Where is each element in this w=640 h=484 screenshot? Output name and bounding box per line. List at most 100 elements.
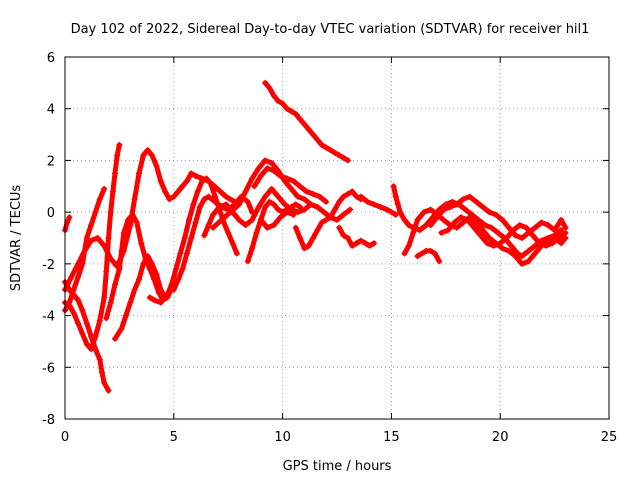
data-point	[83, 320, 90, 327]
data-point	[138, 240, 145, 247]
data-point	[288, 185, 295, 192]
data-point	[364, 198, 371, 205]
data-point	[105, 235, 112, 241]
data-point	[275, 206, 282, 213]
data-point	[101, 242, 108, 249]
data-point	[353, 240, 360, 247]
data-point	[484, 240, 491, 247]
x-tick-label: 5	[170, 430, 178, 445]
data-point	[262, 157, 269, 164]
x-tick-label: 25	[601, 430, 618, 445]
data-point	[294, 193, 301, 200]
data-point	[310, 191, 317, 197]
data-point	[288, 204, 295, 210]
data-point	[120, 229, 127, 236]
data-point	[401, 250, 408, 257]
data-point	[257, 172, 264, 179]
series-trace	[258, 209, 296, 231]
x-tick-label: 0	[61, 430, 69, 445]
data-point	[255, 165, 262, 172]
data-point	[297, 204, 303, 210]
data-point	[290, 211, 297, 218]
data-point	[136, 170, 142, 177]
data-point	[157, 299, 164, 306]
data-point	[268, 185, 275, 192]
x-axis-label: GPS time / hours	[283, 459, 392, 474]
data-point	[262, 79, 269, 86]
data-point	[136, 276, 142, 283]
data-point	[344, 235, 351, 241]
data-point	[499, 216, 506, 223]
data-point	[236, 201, 243, 208]
data-point	[270, 92, 277, 99]
data-point	[242, 188, 249, 195]
data-point	[140, 260, 147, 267]
data-point	[479, 204, 486, 210]
y-tick-label: -2	[42, 258, 55, 273]
data-point	[166, 196, 173, 203]
data-point	[270, 167, 277, 174]
data-point	[495, 229, 501, 236]
data-point	[109, 188, 116, 195]
y-tick-label: -6	[42, 361, 55, 376]
data-point	[107, 299, 114, 306]
data-point	[284, 105, 290, 112]
data-point	[75, 320, 82, 327]
data-point	[277, 214, 284, 221]
data-point	[216, 204, 223, 210]
data-point	[427, 222, 434, 229]
data-point	[401, 216, 408, 223]
data-series-arc-04	[62, 141, 123, 353]
data-point	[292, 224, 299, 231]
data-point	[538, 219, 545, 226]
data-series-arc-12	[244, 198, 303, 265]
data-point	[497, 240, 504, 247]
data-point	[66, 214, 73, 221]
plot-frame	[64, 56, 610, 420]
data-point	[96, 317, 103, 324]
data-point	[162, 188, 169, 195]
data-point	[542, 242, 549, 249]
data-point	[473, 219, 480, 226]
data-point	[164, 291, 171, 298]
data-point	[131, 196, 138, 203]
data-point	[490, 242, 497, 249]
chart-title: Day 102 of 2022, Sidereal Day-to-day VTE…	[71, 22, 590, 37]
data-point	[488, 224, 495, 231]
data-point	[183, 250, 190, 257]
data-point	[112, 170, 118, 177]
data-point	[460, 196, 467, 203]
data-point	[410, 229, 417, 236]
series-trace	[415, 248, 442, 264]
y-tick-label: -4	[42, 310, 55, 325]
data-point	[279, 100, 286, 107]
data-point	[129, 211, 136, 218]
data-point	[377, 204, 384, 210]
data-point	[451, 219, 458, 226]
data-point	[499, 245, 506, 252]
data-point	[157, 178, 164, 185]
series-trace	[210, 157, 320, 231]
data-point	[290, 178, 297, 185]
data-point	[249, 216, 256, 223]
data-point	[192, 172, 199, 179]
data-point	[66, 302, 73, 309]
data-series-arc-16	[292, 188, 364, 252]
data-point	[118, 325, 125, 332]
data-point	[207, 180, 214, 187]
data-point	[223, 201, 229, 208]
data-point	[218, 216, 225, 223]
data-point	[323, 216, 330, 223]
data-point	[305, 126, 312, 133]
data-point	[362, 240, 369, 247]
y-tick-label: -8	[42, 413, 55, 428]
data-point	[436, 258, 443, 265]
data-series-arc-18	[357, 193, 399, 218]
data-point	[310, 131, 317, 138]
data-point	[371, 240, 377, 247]
data-point	[357, 237, 364, 244]
data-point	[519, 253, 525, 260]
data-series-arc-21	[414, 247, 443, 265]
data-point	[562, 229, 569, 236]
